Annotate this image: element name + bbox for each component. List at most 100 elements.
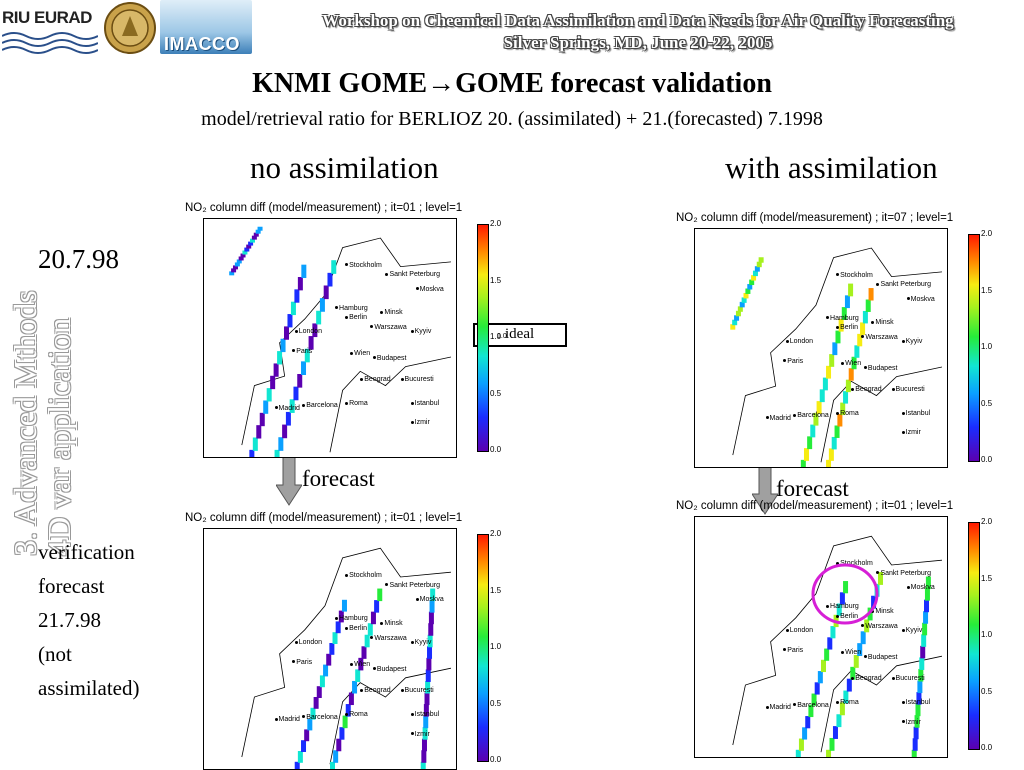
- swath-cell: [751, 275, 757, 281]
- colorbar-tick-label: 0.0: [490, 755, 502, 764]
- swath-cell: [860, 631, 866, 645]
- swath-cell: [800, 459, 806, 467]
- city-label: Kyyiv: [411, 639, 432, 646]
- swath-cell: [920, 645, 926, 659]
- swath-cell: [843, 391, 849, 404]
- colorbar-tick-label: 1.0: [490, 642, 502, 651]
- swath-cell: [244, 247, 250, 252]
- swath-cell: [923, 611, 929, 624]
- swath-cell: [848, 368, 854, 381]
- swath-cell: [835, 330, 841, 344]
- vertical-section-label: 3. Advanced Mthods 4D var application: [7, 290, 77, 556]
- swath-cell: [301, 740, 307, 752]
- swath-cell: [316, 310, 322, 325]
- colorbar-tick-label: 1.5: [981, 573, 993, 583]
- swath-cell: [862, 310, 868, 324]
- city-label: Budapest: [864, 654, 898, 661]
- city-label: Moskva: [907, 584, 935, 591]
- imacco-logo: [160, 0, 252, 54]
- city-label: Roma: [345, 400, 368, 407]
- swath-cell: [828, 448, 834, 461]
- swath-cell: [333, 750, 339, 763]
- city-label: Sankt Peterburg: [385, 271, 440, 278]
- city-label: Berlin: [345, 625, 367, 632]
- swath-cell: [248, 241, 254, 246]
- city-label: London: [295, 639, 322, 646]
- swath-cell: [836, 714, 842, 728]
- swath-cell: [826, 459, 832, 467]
- swath-cell: [741, 297, 747, 303]
- swath-cell: [832, 726, 838, 739]
- swath-cell: [342, 715, 348, 729]
- city-label: London: [786, 627, 813, 634]
- city-label: Wien: [350, 661, 370, 668]
- city-label: Kyyiv: [902, 627, 923, 634]
- city-label: Barcelona: [793, 412, 829, 419]
- swath-cell: [327, 272, 333, 287]
- swath-cell: [843, 581, 849, 594]
- swath-cell: [304, 348, 310, 363]
- swath-cell: [290, 301, 296, 316]
- city-label: Bucuresti: [892, 675, 925, 682]
- verification-line: verification: [38, 540, 135, 564]
- riu-eurad-logo-text: RIU EURAD: [2, 8, 92, 27]
- city-label: Beograd: [360, 687, 390, 694]
- swath-cell: [304, 729, 310, 742]
- swath-cell: [307, 718, 313, 731]
- swath-cell: [242, 250, 248, 255]
- swath-cell: [297, 751, 303, 763]
- swath-cell: [348, 692, 354, 706]
- swath-cell: [839, 702, 845, 716]
- colorbar: [477, 534, 489, 762]
- map-panel-with-assim-day20: NO₂ column diff (model/measurement) ; it…: [676, 212, 992, 474]
- city-label: Madrid: [766, 415, 791, 422]
- swath-cell: [280, 338, 286, 353]
- forecast-label-left: forecast: [302, 466, 375, 491]
- swath-cell: [921, 634, 927, 647]
- swath-cell: [259, 412, 265, 427]
- swath-cell: [814, 682, 820, 695]
- swath-cell: [754, 266, 760, 272]
- swath-cell: [319, 675, 325, 688]
- swath-cell: [426, 657, 432, 671]
- swath-cell: [257, 226, 263, 231]
- city-label: Wien: [350, 350, 370, 357]
- swath-cell: [758, 257, 764, 263]
- column-label-no-assimilation: no assimilation: [250, 150, 439, 185]
- city-label: Minsk: [380, 309, 402, 316]
- riu-eurad-logo: RIU EURAD: [0, 2, 102, 54]
- swath-cell: [865, 299, 871, 312]
- swath-cell: [251, 235, 257, 240]
- city-label: Bucuresti: [401, 687, 434, 694]
- swath-cell: [919, 657, 925, 670]
- map-panel-with-assim-forecast: NO₂ column diff (model/measurement) ; it…: [676, 500, 992, 768]
- swath-cell: [301, 264, 307, 279]
- colorbar: [968, 522, 980, 750]
- swath-cell: [430, 588, 436, 602]
- city-label: Paris: [783, 358, 803, 365]
- verification-label: verification forecast 21.7.98 (not assim…: [38, 535, 139, 705]
- panel-title: NO₂ column diff (model/measurement) ; it…: [676, 212, 954, 224]
- swath-cell: [829, 354, 835, 367]
- city-label: Sankt Peterburg: [385, 582, 440, 589]
- workshop-header: Workshop on Cheemical Data Assimilation …: [262, 10, 1014, 54]
- colorbar-tick-label: 0.5: [490, 698, 502, 708]
- colorbar-tick-label: 1.0: [981, 630, 993, 639]
- swath-cell: [807, 436, 813, 450]
- colorbar: [968, 234, 980, 462]
- city-label: Istanbul: [411, 711, 440, 718]
- swath-cell: [421, 738, 427, 752]
- swath-cell: [743, 292, 749, 299]
- map-area: Stockholm Sankt Peterburg Moskva Minsk Hambu…: [694, 516, 948, 758]
- swath-cell: [822, 377, 828, 391]
- swath-cell: [249, 449, 255, 457]
- swath-cell: [301, 361, 307, 375]
- swath-cell: [832, 342, 838, 356]
- swath-cell: [270, 375, 276, 390]
- page-title: KNMI GOME→GOME forecast validation: [252, 68, 772, 99]
- swath-cell: [316, 686, 322, 698]
- swath-cell: [817, 671, 823, 684]
- swath-cell: [423, 715, 429, 729]
- city-label: Barcelona: [302, 714, 338, 721]
- city-label: Hamburg: [335, 305, 368, 312]
